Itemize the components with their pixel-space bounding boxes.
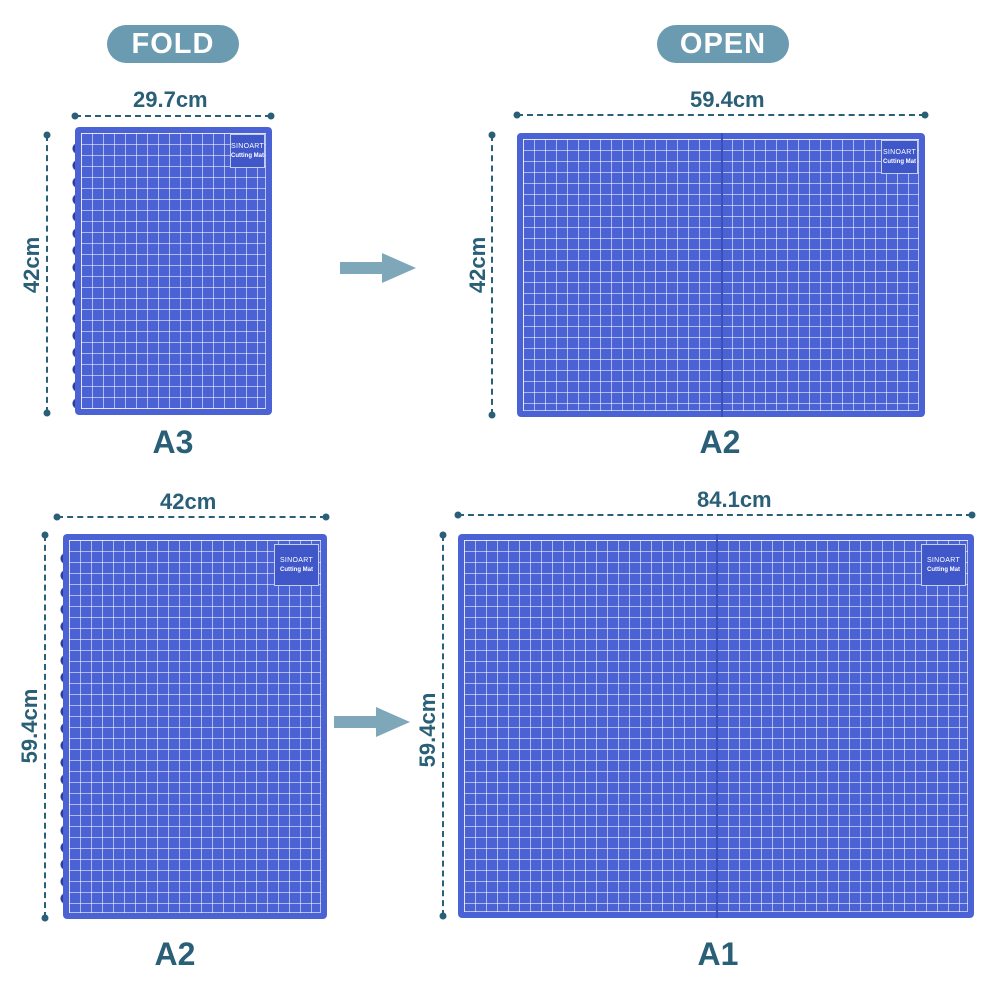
mat-seam <box>716 534 718 918</box>
row2-open-height-label: 59.4cm <box>415 692 440 768</box>
mat-seam <box>721 133 723 417</box>
cutting-mat-a2-folded: SINOART Cutting Mat <box>63 534 327 919</box>
row1-open-height-label: 42cm <box>465 236 490 294</box>
mat-product: Cutting Mat <box>927 567 960 573</box>
row2-fold-size-label: A2 <box>154 936 196 972</box>
mat-logo: SINOART Cutting Mat <box>274 544 319 586</box>
row1-fold-size-label: A3 <box>152 424 194 460</box>
row2-open-size-label: A1 <box>697 936 739 972</box>
mat-product: Cutting Mat <box>231 153 264 159</box>
fold-header: FOLD <box>107 25 239 63</box>
open-header: OPEN <box>657 25 789 63</box>
row2-fold-width-label: 42cm <box>160 489 217 514</box>
mat-product: Cutting Mat <box>883 159 916 165</box>
arrow-right-icon <box>334 707 410 737</box>
mat-logo: SINOART Cutting Mat <box>921 544 966 586</box>
row1-open-size-label: A2 <box>699 424 741 460</box>
binder-tabs <box>68 140 78 408</box>
mat-product: Cutting Mat <box>280 567 313 573</box>
mat-brand: SINOART <box>231 143 265 150</box>
mat-logo: SINOART Cutting Mat <box>230 134 265 168</box>
row2-fold-height-label: 59.4cm <box>17 688 42 764</box>
cutting-mat-a2-open: SINOART Cutting Mat <box>517 133 925 417</box>
mat-brand: SINOART <box>926 557 961 564</box>
binder-tabs <box>56 550 66 910</box>
row1-open-width-label: 59.4cm <box>690 87 765 112</box>
cutting-mat-a3-folded: SINOART Cutting Mat <box>75 127 272 415</box>
row1-fold-height-label: 42cm <box>19 236 44 294</box>
arrow-right-icon <box>340 253 416 283</box>
row1-fold-width-label: 29.7cm <box>133 87 208 112</box>
mat-brand: SINOART <box>882 149 917 156</box>
mat-logo: SINOART Cutting Mat <box>881 140 918 174</box>
cutting-mat-a1-open: SINOART Cutting Mat <box>458 534 974 918</box>
row2-open-width-label: 84.1cm <box>697 487 772 512</box>
mat-brand: SINOART <box>279 557 314 564</box>
